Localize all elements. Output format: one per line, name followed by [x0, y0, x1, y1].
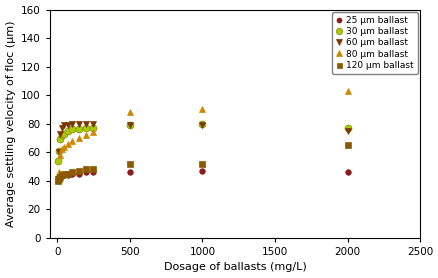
60 μm ballast [57, 132, 63, 135]
60 μm ballast [76, 122, 81, 125]
25 μm ballast [65, 173, 71, 177]
X-axis label: Dosage of ballasts (mg/L): Dosage of ballasts (mg/L) [163, 262, 306, 272]
25 μm ballast [59, 173, 64, 177]
120 μm ballast [57, 175, 63, 178]
25 μm ballast [83, 171, 88, 174]
80 μm ballast [55, 178, 60, 181]
80 μm ballast [91, 131, 96, 134]
80 μm ballast [69, 139, 74, 143]
80 μm ballast [199, 108, 205, 111]
120 μm ballast [65, 172, 71, 175]
Line: 120 μm ballast: 120 μm ballast [55, 142, 350, 183]
60 μm ballast [344, 129, 350, 133]
60 μm ballast [56, 151, 61, 154]
30 μm ballast [65, 129, 71, 133]
25 μm ballast [91, 171, 96, 174]
80 μm ballast [344, 89, 350, 93]
120 μm ballast [91, 168, 96, 171]
60 μm ballast [91, 122, 96, 125]
25 μm ballast [57, 175, 63, 178]
30 μm ballast [56, 149, 61, 153]
60 μm ballast [65, 123, 71, 127]
30 μm ballast [69, 128, 74, 131]
60 μm ballast [69, 122, 74, 125]
25 μm ballast [199, 169, 205, 172]
30 μm ballast [344, 126, 350, 130]
80 μm ballast [59, 148, 64, 151]
80 μm ballast [65, 142, 71, 145]
60 μm ballast [199, 123, 205, 127]
60 μm ballast [83, 122, 88, 125]
25 μm ballast [127, 171, 132, 174]
Line: 80 μm ballast: 80 μm ballast [54, 87, 350, 183]
120 μm ballast [127, 162, 132, 165]
60 μm ballast [62, 123, 67, 127]
120 μm ballast [55, 179, 60, 182]
Line: 30 μm ballast: 30 μm ballast [54, 120, 350, 164]
120 μm ballast [199, 162, 205, 165]
80 μm ballast [76, 136, 81, 140]
120 μm ballast [56, 178, 61, 181]
120 μm ballast [76, 169, 81, 172]
60 μm ballast [55, 178, 60, 181]
25 μm ballast [76, 172, 81, 175]
30 μm ballast [91, 126, 96, 130]
Line: 60 μm ballast: 60 μm ballast [54, 120, 350, 183]
80 μm ballast [127, 111, 132, 114]
30 μm ballast [199, 122, 205, 125]
80 μm ballast [56, 171, 61, 174]
30 μm ballast [55, 159, 60, 162]
80 μm ballast [62, 145, 67, 148]
120 μm ballast [62, 172, 67, 175]
120 μm ballast [69, 171, 74, 174]
25 μm ballast [69, 172, 74, 175]
25 μm ballast [55, 176, 60, 180]
30 μm ballast [57, 138, 63, 141]
25 μm ballast [56, 175, 61, 178]
120 μm ballast [59, 173, 64, 177]
80 μm ballast [57, 153, 63, 157]
30 μm ballast [62, 132, 67, 135]
25 μm ballast [62, 173, 67, 177]
80 μm ballast [83, 133, 88, 137]
25 μm ballast [344, 171, 350, 174]
30 μm ballast [59, 133, 64, 137]
60 μm ballast [59, 126, 64, 130]
30 μm ballast [76, 128, 81, 131]
30 μm ballast [127, 123, 132, 127]
Y-axis label: Average settling velocity of floc (μm): Average settling velocity of floc (μm) [6, 21, 15, 227]
120 μm ballast [83, 168, 88, 171]
60 μm ballast [127, 123, 132, 127]
120 μm ballast [344, 143, 350, 147]
Line: 25 μm ballast: 25 μm ballast [55, 168, 350, 181]
Legend: 25 μm ballast, 30 μm ballast, 60 μm ballast, 80 μm ballast, 120 μm ballast: 25 μm ballast, 30 μm ballast, 60 μm ball… [331, 12, 417, 73]
30 μm ballast [83, 126, 88, 130]
